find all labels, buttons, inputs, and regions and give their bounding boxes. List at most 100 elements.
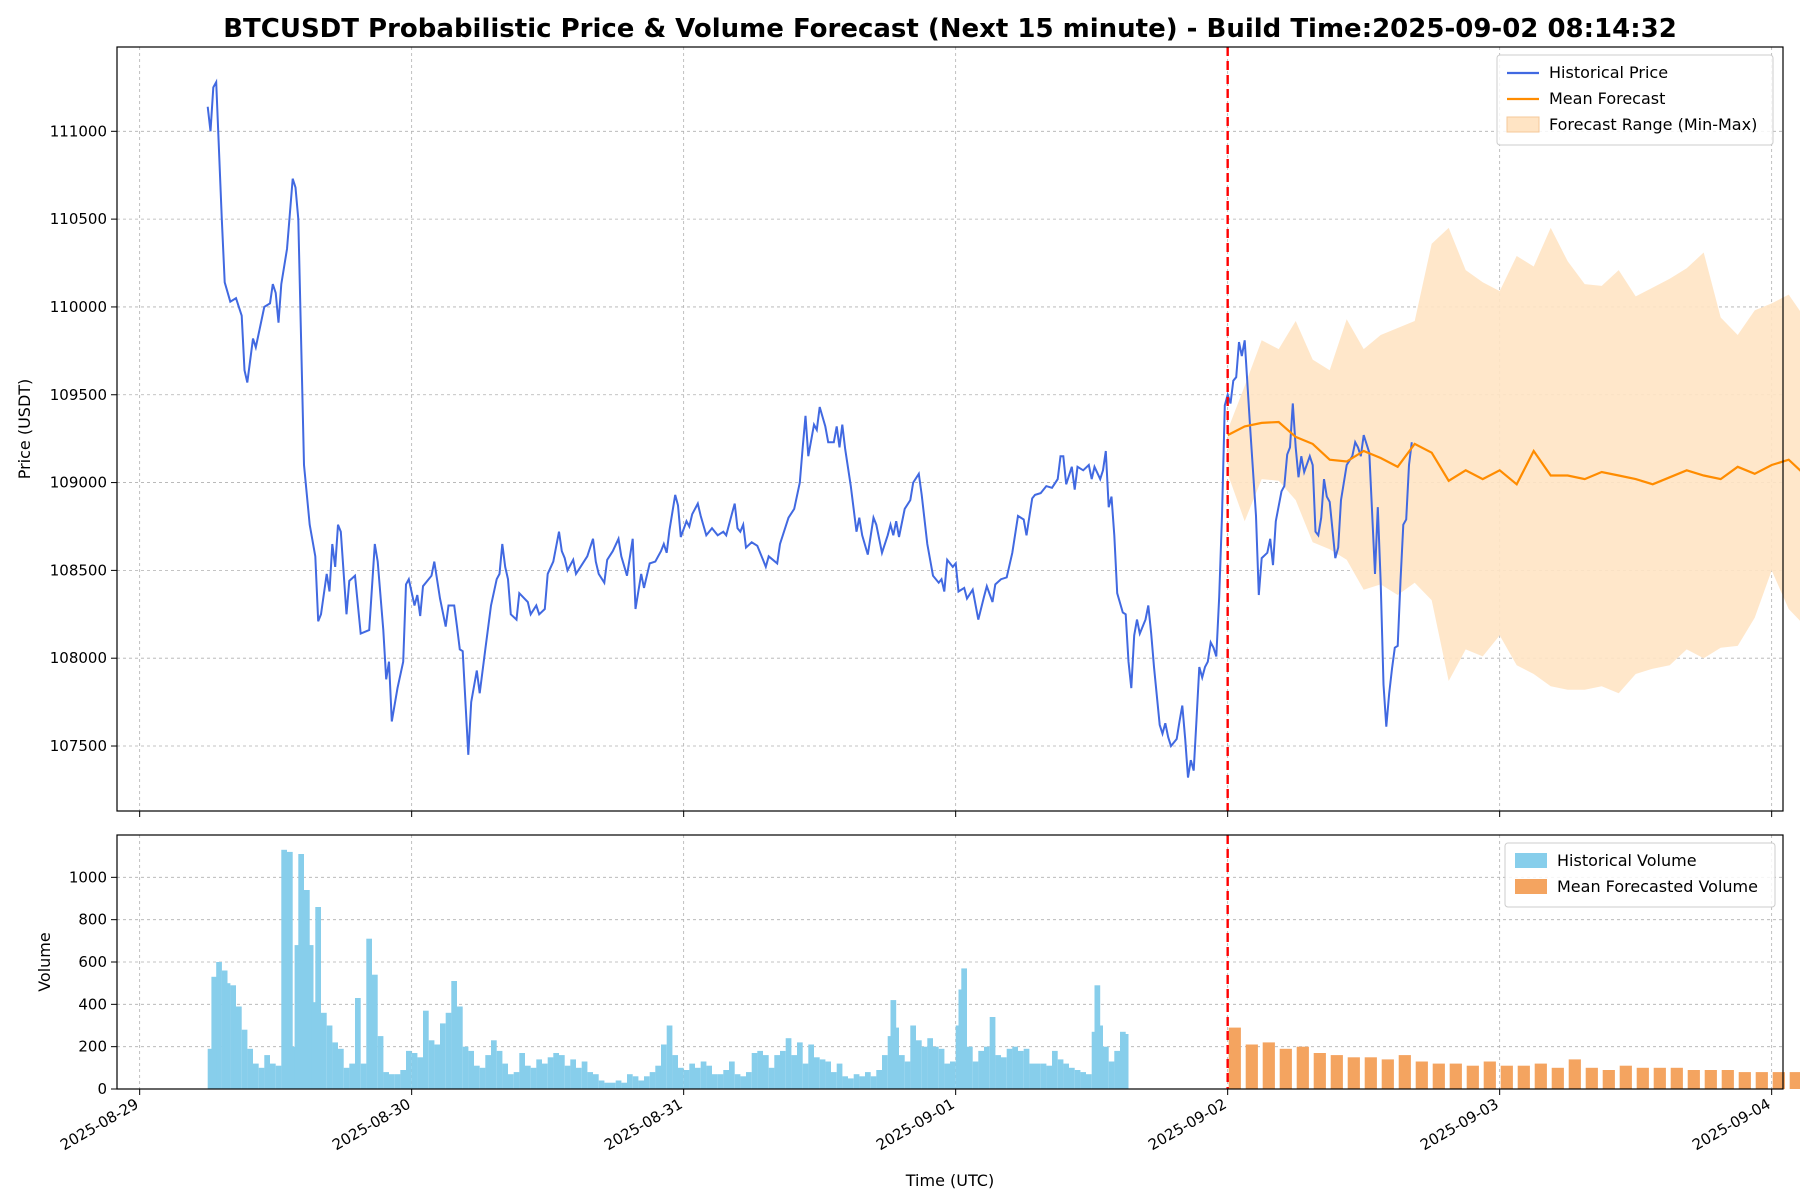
forecast-volume-bar (1704, 1070, 1717, 1089)
forecast-volume-bar (1330, 1055, 1343, 1089)
historical-volume-bar (326, 1025, 333, 1089)
historical-volume-bar (876, 1070, 882, 1089)
forecast-volume-bar (1687, 1070, 1700, 1089)
historical-volume-bar (1103, 1046, 1109, 1089)
legend-label: Mean Forecasted Volume (1557, 877, 1758, 896)
historical-volume-bar (311, 1002, 318, 1089)
historical-volume-bar (389, 1074, 395, 1089)
historical-volume-bar (530, 1067, 537, 1089)
forecast-volume-bar (1313, 1053, 1326, 1089)
historical-volume-bar (1108, 1061, 1115, 1089)
historical-volume-bar (882, 1055, 888, 1089)
historical-volume-bar (221, 970, 228, 1089)
historical-volume-bar (746, 1072, 752, 1089)
historical-volume-bar (298, 854, 304, 1089)
historical-volume-bar (933, 1046, 939, 1089)
historical-volume-bar (672, 1055, 678, 1089)
forecast-range-area (1227, 227, 1800, 694)
historical-volume-bar (927, 1038, 933, 1089)
historical-volume-bar (513, 1072, 520, 1089)
forecast-volume-bar (1653, 1067, 1666, 1089)
historical-volume-bar (819, 1059, 826, 1089)
historical-volume-bar (655, 1065, 661, 1089)
historical-volume-bar (978, 1050, 984, 1089)
historical-volume-bar (258, 1067, 265, 1089)
historical-volume-bar (621, 1082, 627, 1089)
historical-volume-bar (536, 1059, 542, 1089)
historical-volume-bar (230, 985, 236, 1089)
historical-volume-bar (576, 1067, 582, 1089)
forecast-volume-bar (1500, 1065, 1513, 1089)
historical-volume-bar (1074, 1070, 1081, 1089)
legend-label: Mean Forecast (1549, 89, 1665, 108)
historical-volume-bar (910, 1025, 916, 1089)
historical-volume-bar (508, 1074, 514, 1089)
forecast-volume-bar (1721, 1070, 1734, 1089)
historical-volume-bar (700, 1061, 707, 1089)
price-y-tick-label: 110000 (50, 298, 107, 316)
historical-volume-bar (462, 1046, 469, 1089)
historical-volume-bar (1040, 1063, 1047, 1089)
historical-volume-bar (294, 945, 301, 1089)
historical-volume-bar (734, 1074, 741, 1089)
historical-volume-bar (593, 1074, 599, 1089)
historical-volume-bar (451, 981, 457, 1089)
historical-volume-bar (307, 945, 314, 1089)
historical-price-series (206, 78, 1413, 778)
volume-y-tick-label: 0 (97, 1080, 107, 1098)
historical-volume-bar (644, 1076, 650, 1089)
historical-volume-bar (768, 1067, 775, 1089)
legend-label: Historical Volume (1557, 851, 1697, 870)
forecast-volume-bar (1483, 1061, 1496, 1089)
legend-box (1496, 54, 1774, 146)
volume-x-axis-label: Time (UTC) (905, 1171, 994, 1190)
historical-volume-bar (944, 1063, 950, 1089)
historical-volume-bar (332, 1042, 338, 1089)
mean-forecast-series (1227, 420, 1800, 487)
historical-volume-bar (247, 1048, 253, 1089)
historical-volume-bar (1006, 1048, 1013, 1089)
forecast-volume-bar (1245, 1044, 1258, 1089)
legend-patch-swatch (1515, 853, 1547, 868)
historical-volume-bar (207, 1048, 214, 1089)
historical-volume-bar (791, 1055, 797, 1089)
historical-volume-bar (383, 1072, 389, 1089)
price-y-tick-label: 107500 (50, 737, 107, 755)
historical-volume-bar (661, 1044, 667, 1089)
historical-volume-bar (479, 1067, 486, 1089)
volume-y-tick-label: 200 (78, 1038, 107, 1056)
historical-volume-bar (304, 890, 310, 1089)
historical-volume-bar (474, 1065, 480, 1089)
forecast-volume-bar (1551, 1067, 1564, 1089)
forecast-volume-bar (1398, 1055, 1411, 1089)
historical-volume-bar (525, 1065, 531, 1089)
historical-volume-bar (615, 1080, 622, 1089)
historical-volume-bar (1035, 1063, 1041, 1089)
historical-volume-bar (377, 1036, 384, 1089)
historical-volume-bar (865, 1072, 871, 1089)
historical-volume-bar (496, 1050, 503, 1089)
historical-volume-bar (610, 1082, 616, 1089)
forecast-volume-bar (1772, 1072, 1785, 1089)
historical-volume-bar (1069, 1067, 1075, 1089)
historical-volume-bar (236, 1006, 242, 1089)
forecast-volume-bar (1517, 1065, 1530, 1089)
volume-legend: Historical Volume Mean Forecasted Volume (1504, 842, 1776, 908)
historical-volume-bar (564, 1065, 571, 1089)
historical-volume-bar (253, 1063, 259, 1089)
historical-volume-bar (1080, 1072, 1086, 1089)
historical-volume-bar (1063, 1063, 1069, 1089)
historical-volume-bar (967, 1046, 973, 1089)
historical-volume-bar (740, 1076, 746, 1089)
historical-volume-bar (559, 1055, 565, 1089)
historical-volume-bars (207, 849, 1129, 1090)
historical-volume-bar (440, 1023, 446, 1089)
historical-volume-bar (1001, 1057, 1007, 1090)
historical-volume-bar (797, 1042, 803, 1089)
historical-volume-bar (916, 1040, 922, 1089)
volume-y-tick-label: 400 (78, 995, 107, 1013)
historical-volume-bar (1018, 1050, 1024, 1089)
legend-label: Forecast Range (Min-Max) (1549, 115, 1757, 134)
forecast-volume-bar (1534, 1063, 1547, 1089)
